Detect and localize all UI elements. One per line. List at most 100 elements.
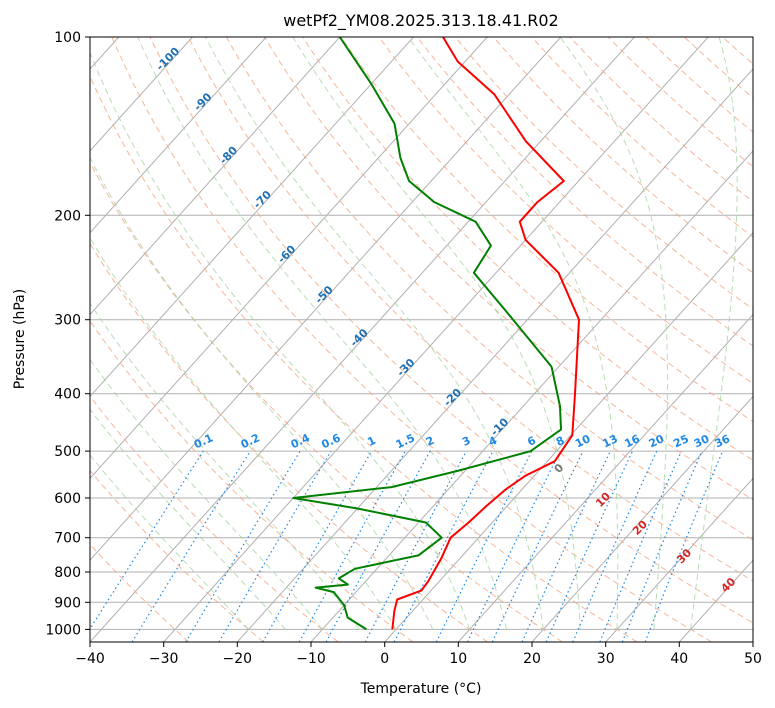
x-tick-label: −10 [296, 651, 326, 667]
y-tick-label: 100 [54, 30, 81, 46]
mixing-ratio-label: 0.1 [192, 431, 215, 451]
dry-adiabat-line [531, 37, 753, 238]
isotherm-line [752, 641, 753, 642]
mixing-ratio-line [298, 450, 406, 642]
mixing-ratio-label: 2 [424, 434, 436, 449]
x-tick-label: 0 [380, 651, 389, 667]
isotherm-line [90, 37, 414, 398]
dry-adiabat-line [454, 37, 753, 310]
mixing-ratio-label: 0.6 [319, 431, 342, 451]
mixing-ratio-label: 1 [365, 434, 377, 449]
y-tick-label: 200 [54, 208, 81, 224]
isotherm-line [310, 150, 753, 642]
x-tick-label: 20 [523, 651, 541, 667]
dry-adiabat-label: -30 [394, 356, 417, 379]
mixing-ratio-line [325, 450, 431, 642]
mixing-ratio-line [621, 450, 703, 642]
dewpoint-profile-line [292, 37, 562, 631]
moist-adiabat-label: 0 [552, 461, 567, 476]
x-tick-label: 40 [670, 651, 688, 667]
moist-adiabat-line [90, 51, 471, 630]
mixing-ratio-label: 1.5 [394, 431, 417, 451]
mixing-ratio-line [545, 450, 634, 642]
mixing-ratio-label: 13 [600, 432, 619, 450]
moist-adiabat-line [90, 358, 323, 630]
x-tick-label: −30 [149, 651, 179, 667]
isotherm-line [605, 477, 753, 642]
x-axis-label: Temperature (°C) [360, 681, 482, 697]
moist-adiabat-line [205, 37, 544, 630]
isotherm-line [163, 37, 709, 642]
isotherm-line [90, 37, 488, 480]
y-tick-label: 900 [54, 595, 81, 611]
dry-adiabat-label: -50 [313, 283, 336, 306]
x-tick-label: −40 [75, 651, 105, 667]
mixing-ratio-line [364, 450, 467, 642]
mixing-ratio-label: 0.2 [239, 431, 262, 451]
moist-adiabat-line [137, 37, 507, 630]
mixing-ratio-label: 3 [460, 434, 472, 449]
dry-adiabat-line [683, 37, 753, 99]
y-tick-label: 1000 [45, 622, 81, 638]
isotherm-line [384, 232, 753, 642]
dry-adiabat-line [761, 37, 775, 642]
dry-adiabat-line [225, 37, 753, 541]
moist-adiabat-line [90, 236, 397, 630]
moist-adiabat-line [407, 37, 619, 630]
mixing-ratio-label: 36 [713, 432, 733, 450]
moist-adiabat-line [559, 37, 669, 630]
mixing-ratio-line [521, 450, 611, 642]
y-tick-label: 300 [54, 313, 81, 329]
dry-adiabat-label: -20 [441, 386, 464, 409]
mixing-ratio-line [491, 450, 584, 642]
mixing-ratio-line [218, 450, 332, 642]
mixing-ratio-line [185, 450, 301, 642]
chart-title: wetPf2_YM08.2025.313.18.41.R02 [283, 11, 558, 31]
mixing-ratio-line [131, 450, 251, 642]
dry-adiabat-line [90, 543, 190, 642]
x-tick-label: 30 [597, 651, 615, 667]
mixing-ratio-label: 30 [692, 432, 712, 450]
x-tick-label: 50 [744, 651, 762, 667]
mixing-ratio-label: 16 [623, 432, 643, 450]
dry-adiabat-label: -40 [348, 326, 371, 349]
dry-adiabat-label: -100 [154, 44, 183, 73]
dry-adiabat-line [90, 469, 264, 642]
moist-adiabat-line [90, 156, 434, 630]
y-axis-label: Pressure (hPa) [12, 289, 28, 389]
moist-adiabat-label: 20 [630, 517, 650, 537]
x-tick-label: 10 [449, 651, 467, 667]
isotherm-line [236, 68, 753, 642]
dry-adiabat-line [149, 37, 753, 624]
mixing-ratio-line [466, 450, 561, 642]
y-tick-label: 600 [54, 491, 81, 507]
x-tick-label: −20 [223, 651, 253, 667]
moist-adiabat-line [292, 37, 581, 630]
dry-adiabat-line [607, 37, 753, 168]
mixing-ratio-line [90, 450, 204, 631]
moist-adiabat-line [690, 37, 738, 630]
dry-adiabat-line [90, 242, 488, 642]
moist-adiabat-label: 30 [674, 546, 694, 566]
moist-adiabat-line [90, 302, 360, 630]
y-tick-label: 500 [54, 444, 81, 460]
isotherm-line [90, 37, 562, 561]
mixing-ratio-label: 25 [671, 432, 690, 450]
mixing-ratio-line [599, 450, 682, 642]
dry-adiabat-label: -60 [275, 242, 298, 265]
dry-adiabat-line [416, 37, 753, 347]
plot-frame [89, 36, 754, 643]
y-tick-label: 700 [54, 531, 81, 547]
mixing-ratio-label: 20 [647, 432, 667, 450]
isotherm-line [90, 37, 193, 152]
mixing-ratio-line [572, 450, 658, 642]
dry-adiabat-line [90, 161, 563, 642]
moist-adiabat-label: 40 [718, 575, 738, 595]
dry-adiabat-line [493, 37, 753, 274]
dry-adiabat-line [90, 320, 414, 642]
isotherm-line [90, 37, 341, 316]
dry-adiabat-line [645, 37, 753, 133]
isotherm-line [457, 313, 753, 642]
y-tick-label: 400 [54, 387, 81, 403]
